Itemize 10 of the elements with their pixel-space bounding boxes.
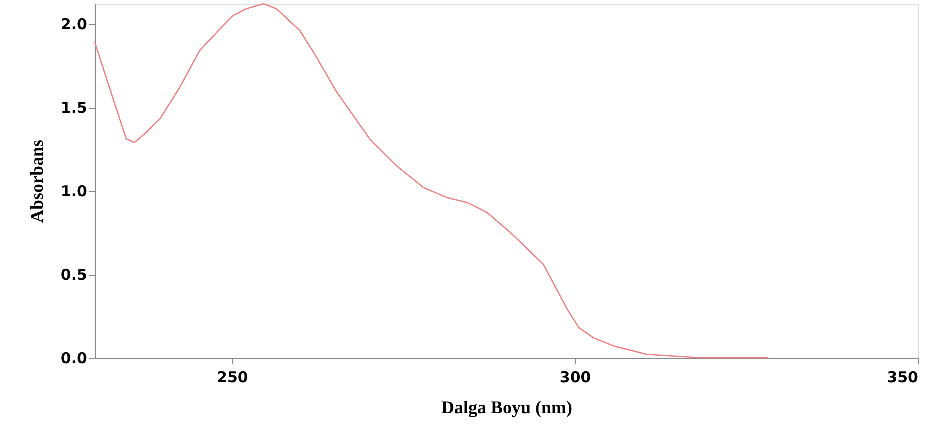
x-tick-label: 250: [217, 368, 248, 386]
y-axis-title: Absorbans: [26, 140, 47, 224]
y-tick-label: 1.5: [60, 99, 88, 118]
x-axis-title: Dalga Boyu (nm): [441, 398, 573, 418]
y-tick-label: 2.0: [60, 16, 88, 34]
y-tick-label: 0.0: [60, 350, 88, 368]
y-tick-label: 1.0: [60, 182, 88, 201]
y-tick-label: 0.5: [60, 266, 88, 284]
x-tick-label: 300: [560, 368, 592, 386]
x-tick-label: 350: [887, 368, 918, 386]
